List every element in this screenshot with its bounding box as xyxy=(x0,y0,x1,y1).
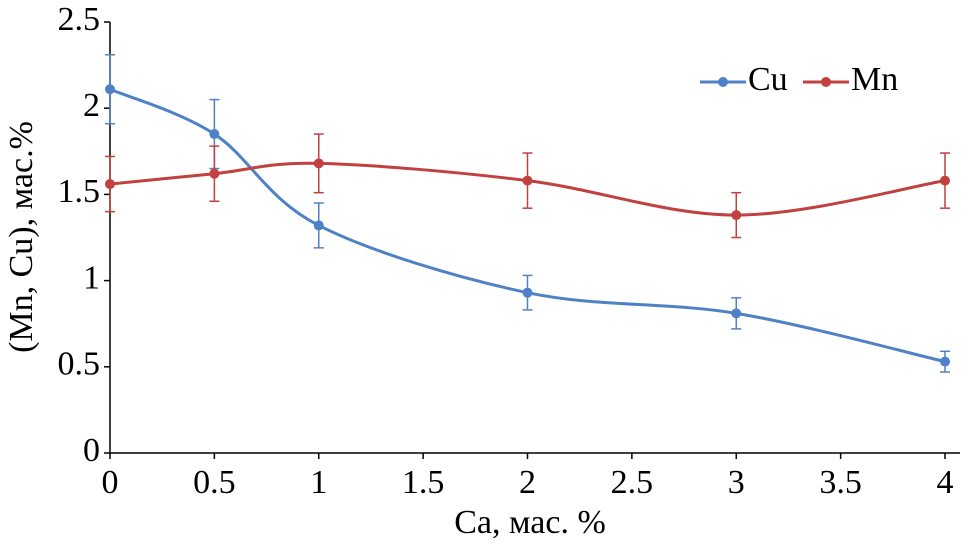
series-line xyxy=(109,87,946,364)
x-tick-label: 4 xyxy=(937,464,954,501)
y-tick-label: 2.5 xyxy=(58,1,101,38)
x-axis-label: Ca, мас. % xyxy=(454,504,606,541)
legend-marker xyxy=(718,77,728,87)
y-tick-label: 0.5 xyxy=(58,346,101,383)
x-tick-label: 1.5 xyxy=(402,464,445,501)
point xyxy=(731,308,742,319)
x-tick-label: 2.5 xyxy=(611,464,654,501)
point xyxy=(209,129,220,140)
y-tick-label: 2 xyxy=(83,87,100,124)
y-tick-label: 0 xyxy=(83,432,100,469)
y-tick-label: 1.5 xyxy=(58,173,101,210)
legend-label: Cu xyxy=(748,61,788,98)
point xyxy=(522,287,533,298)
y-axis-label: (Mn, Cu), мас.% xyxy=(3,121,40,353)
x-tick-label: 0.5 xyxy=(193,464,236,501)
y-tick-label: 1 xyxy=(83,259,100,296)
x-tick-label: 1 xyxy=(310,464,327,501)
x-tick-label: 2 xyxy=(519,464,536,501)
point xyxy=(940,356,950,367)
legend-marker xyxy=(821,77,831,87)
point xyxy=(522,175,533,186)
point xyxy=(105,84,115,95)
legend-label: Mn xyxy=(851,61,898,98)
point xyxy=(731,210,742,221)
point xyxy=(105,179,115,190)
point xyxy=(940,175,950,186)
point xyxy=(313,158,324,169)
point xyxy=(209,168,220,179)
x-tick-label: 3.5 xyxy=(819,464,862,501)
point xyxy=(313,220,324,231)
x-tick-label: 3 xyxy=(728,464,745,501)
x-tick-label: 0 xyxy=(102,464,119,501)
